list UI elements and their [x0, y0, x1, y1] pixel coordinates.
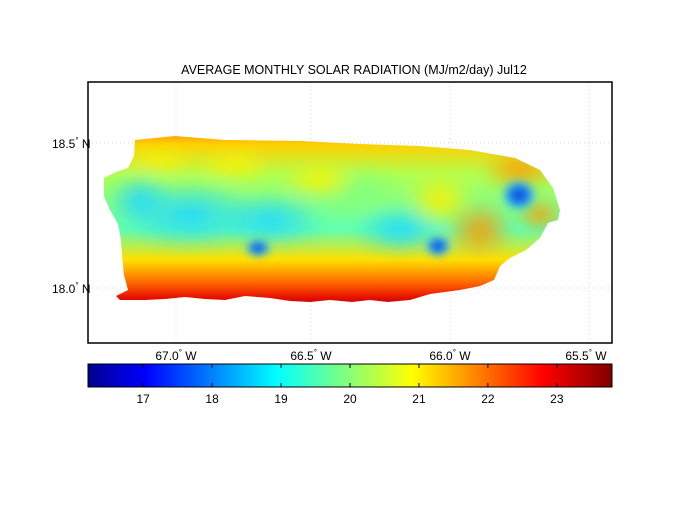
colorbar-tick-label: 18	[205, 392, 219, 406]
chart-title: AVERAGE MONTHLY SOLAR RADIATION (MJ/m2/d…	[181, 63, 527, 77]
colorbar-tick-label: 23	[550, 392, 564, 406]
colorbar-tick-label: 19	[274, 392, 288, 406]
lat-tick-18.5: 18.5° N	[52, 136, 91, 151]
colorbar-tick-label: 22	[481, 392, 495, 406]
lat-tick-labels: 18.5° N 18.0° N	[52, 136, 91, 296]
lon-tick-67.0: 67.0° W	[155, 348, 197, 363]
colorbar-tick-label: 20	[343, 392, 357, 406]
lon-tick-66.5: 66.5° W	[290, 348, 332, 363]
colorbar-ticks: 17 18 19 20 21 22 23	[136, 364, 564, 406]
lon-tick-65.5: 65.5° W	[565, 348, 607, 363]
colorbar-tick-label: 17	[136, 392, 150, 406]
puerto-rico-radiation-field	[104, 136, 560, 302]
map-axes-frame	[87, 81, 613, 344]
colorbar-tick-label: 21	[412, 392, 426, 406]
lon-tick-labels: 67.0° W 66.5° W 66.0° W 65.5° W	[155, 348, 607, 363]
map-grid	[88, 82, 612, 343]
lat-tick-18.0: 18.0° N	[52, 281, 91, 296]
lon-tick-66.0: 66.0° W	[429, 348, 471, 363]
